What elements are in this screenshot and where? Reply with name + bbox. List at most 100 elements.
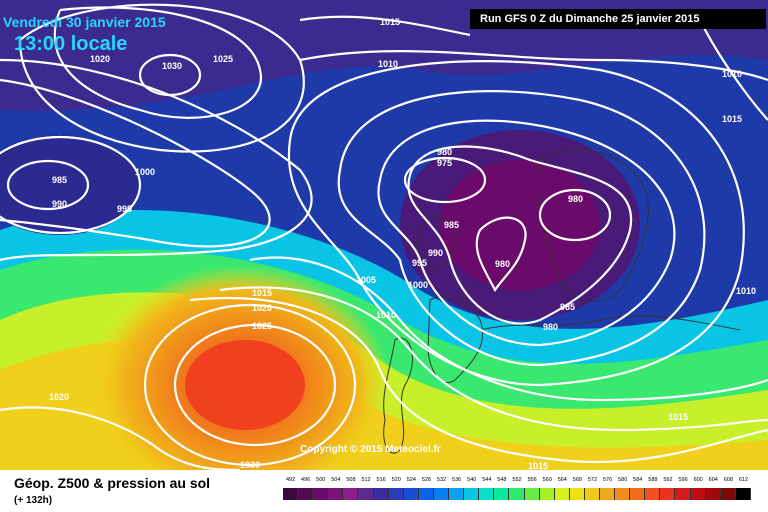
isobar-1015-north — [299, 15, 471, 37]
isobar-980-inner — [475, 216, 527, 293]
isobar-label: 985 — [444, 220, 459, 230]
scale-label: 552 — [512, 477, 522, 483]
isobar-label: 1025 — [213, 54, 233, 64]
isobar-995 — [337, 90, 706, 367]
scale-label: 572 — [587, 477, 598, 483]
forecast-time: 13:00 locale — [14, 33, 128, 55]
coastline-scandinavia — [536, 149, 649, 302]
footer-bar: Géop. Z500 & pression au sol (+ 132h) 49… — [0, 470, 768, 512]
scale-label: 564 — [557, 477, 567, 483]
scale-label: 580 — [618, 477, 628, 483]
isobar-label: 1010 — [378, 59, 398, 69]
scale-label: 496 — [301, 477, 311, 483]
isobar-label: 980 — [543, 322, 558, 332]
scale-swatch — [630, 488, 646, 500]
copyright-text: Copyright © 2015 Meteociel.fr — [300, 444, 441, 455]
isobar-label: 985 — [52, 175, 67, 185]
isobar-label: 1010 — [376, 310, 396, 320]
scale-label: 612 — [738, 477, 749, 483]
scale-label: 556 — [527, 477, 537, 483]
isobar-1015 — [189, 296, 768, 464]
scale-label: 524 — [406, 477, 416, 483]
isobar-label: 1005 — [356, 275, 376, 285]
isobar-label: 980 — [568, 194, 583, 204]
scale-swatch — [675, 488, 691, 500]
scale-swatch — [720, 488, 736, 500]
scale-swatch — [433, 488, 450, 500]
scale-label: 576 — [602, 477, 613, 483]
coastline-europe — [479, 315, 741, 331]
scale-label: 508 — [346, 477, 356, 483]
scale-swatch — [479, 488, 495, 500]
isobar-1020-high — [143, 303, 357, 467]
color-scale-legend: 492 496 500 504 508 512 516 520 524 528 532 536 540 5… — [283, 477, 751, 503]
scale-bar — [283, 488, 751, 500]
isobar-label: 1015 — [668, 412, 688, 422]
scale-swatch — [449, 488, 465, 500]
isobars — [0, 3, 768, 470]
scale-label: 588 — [648, 477, 658, 483]
isobar-label: 1030 — [162, 61, 182, 71]
isobar-1015-ne — [699, 19, 768, 121]
scale-label: 548 — [497, 477, 507, 483]
scale-label: 560 — [542, 477, 552, 483]
isobar-label: 1015 — [380, 17, 400, 27]
scale-swatch — [569, 488, 585, 500]
scale-swatch — [705, 488, 721, 500]
scale-swatch — [615, 488, 631, 500]
isobar-label: 1000 — [408, 280, 428, 290]
isobar-label: 975 — [437, 158, 452, 168]
isobar-1000-west — [0, 78, 271, 248]
scale-label: 600 — [693, 477, 703, 483]
scale-label: 520 — [391, 477, 401, 483]
field-low-core — [440, 160, 600, 290]
isobar-990 — [377, 119, 676, 347]
isobar-980-east — [538, 188, 612, 242]
scale-swatch — [388, 488, 404, 500]
pressure-map: 1015 1020 1030 1025 1010 1010 1015 985 9… — [0, 0, 768, 470]
scale-swatch — [283, 488, 299, 500]
scale-label: 504 — [331, 477, 341, 483]
isobar-label: 1015 — [252, 288, 272, 298]
scale-swatch — [328, 488, 344, 500]
scale-swatch — [660, 488, 676, 500]
isobar-1020-north — [18, 3, 305, 153]
scale-label: 544 — [482, 477, 492, 483]
isobar-label: 980 — [437, 147, 452, 157]
scale-swatch — [524, 488, 540, 500]
scale-swatch — [509, 488, 525, 500]
scale-label: 532 — [436, 477, 447, 483]
scale-swatch — [584, 488, 600, 500]
isobar-label: 995 — [412, 258, 427, 268]
isobar-label: 1010 — [736, 286, 756, 296]
scale-label: 536 — [452, 477, 462, 483]
scale-swatch — [464, 488, 480, 500]
scale-swatch — [599, 488, 616, 500]
scale-label: 512 — [361, 477, 371, 483]
scale-label: 584 — [633, 477, 643, 483]
isobar-label: 1020 — [49, 392, 69, 402]
forecast-lead-time: (+ 132h) — [14, 495, 53, 506]
coastline-france — [427, 295, 484, 383]
scale-swatch — [358, 488, 374, 500]
isobar-label: 990 — [428, 248, 443, 258]
scale-swatch — [418, 488, 434, 500]
scale-label: 540 — [467, 477, 477, 483]
scale-label: 500 — [316, 477, 326, 483]
isobar-1010-north — [299, 50, 768, 82]
model-run-banner: Run GFS 0 Z du Dimanche 25 janvier 2015 — [470, 9, 766, 29]
scale-label: 516 — [376, 477, 386, 483]
scale-label: 568 — [572, 477, 582, 483]
scale-swatch — [298, 488, 314, 500]
scale-label: 608 — [723, 477, 733, 483]
scale-swatch — [554, 488, 570, 500]
isobar-990-west — [0, 135, 142, 235]
isobar-1020-sw — [0, 406, 241, 470]
map-title: Géop. Z500 & pression au sol — [14, 475, 211, 491]
scale-label: 592 — [663, 477, 673, 483]
scale-label: 492 — [285, 477, 296, 483]
field-west-low — [0, 135, 140, 235]
isobar-1025-north — [53, 6, 263, 119]
scale-swatch — [494, 488, 510, 500]
